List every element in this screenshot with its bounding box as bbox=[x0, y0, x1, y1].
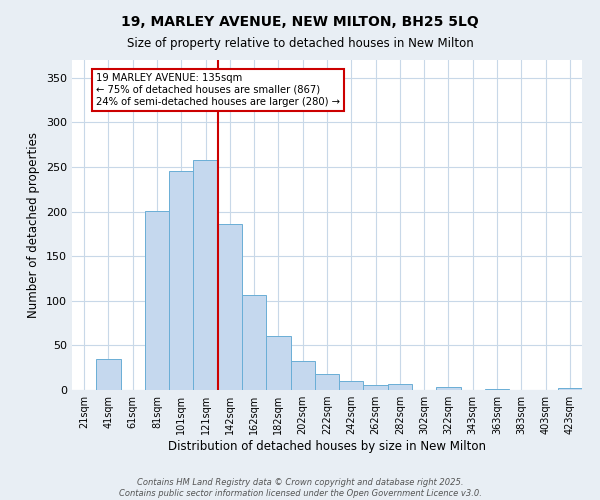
Text: Size of property relative to detached houses in New Milton: Size of property relative to detached ho… bbox=[127, 38, 473, 51]
Bar bbox=[266, 336, 290, 390]
Text: Contains HM Land Registry data © Crown copyright and database right 2025.
Contai: Contains HM Land Registry data © Crown c… bbox=[119, 478, 481, 498]
Text: 19, MARLEY AVENUE, NEW MILTON, BH25 5LQ: 19, MARLEY AVENUE, NEW MILTON, BH25 5LQ bbox=[121, 15, 479, 29]
Bar bbox=[339, 381, 364, 390]
Bar bbox=[558, 388, 582, 390]
Bar bbox=[315, 374, 339, 390]
Bar bbox=[218, 224, 242, 390]
Bar bbox=[96, 359, 121, 390]
Bar bbox=[242, 296, 266, 390]
Bar bbox=[145, 210, 169, 390]
Bar bbox=[436, 388, 461, 390]
Bar bbox=[290, 362, 315, 390]
Bar bbox=[193, 160, 218, 390]
Bar bbox=[364, 384, 388, 390]
X-axis label: Distribution of detached houses by size in New Milton: Distribution of detached houses by size … bbox=[168, 440, 486, 453]
Bar bbox=[485, 389, 509, 390]
Bar bbox=[388, 384, 412, 390]
Bar bbox=[169, 170, 193, 390]
Text: 19 MARLEY AVENUE: 135sqm
← 75% of detached houses are smaller (867)
24% of semi-: 19 MARLEY AVENUE: 135sqm ← 75% of detach… bbox=[96, 74, 340, 106]
Y-axis label: Number of detached properties: Number of detached properties bbox=[28, 132, 40, 318]
